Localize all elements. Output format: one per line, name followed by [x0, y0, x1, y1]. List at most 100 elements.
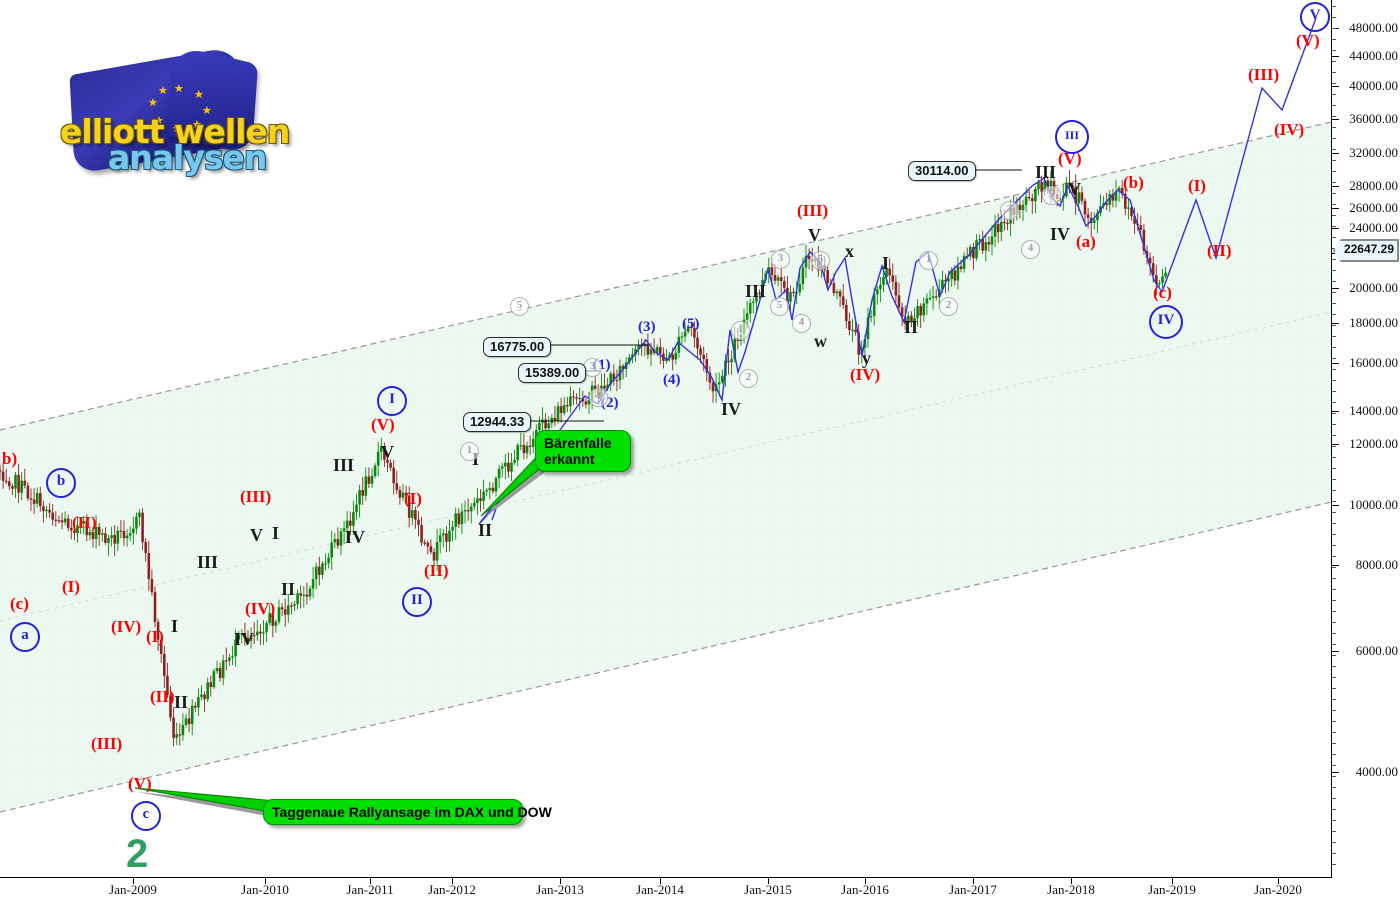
- wave-label-circled-blue: I: [377, 386, 407, 416]
- candle-body: [469, 506, 473, 512]
- candle-body: [57, 520, 61, 522]
- candle-body: [373, 465, 377, 476]
- date-axis-tick: [768, 878, 769, 884]
- wave-label-circled-gray: 4: [1021, 240, 1040, 259]
- wave-label-red: (IV): [1274, 120, 1305, 139]
- count-marker-2: 2: [126, 832, 149, 876]
- candle-body: [993, 223, 997, 237]
- candle-body: [907, 315, 910, 324]
- wave-label-circled-gray: 3: [1000, 201, 1019, 220]
- date-axis-tick-label: Jan-2016: [841, 882, 889, 897]
- candle-body: [609, 373, 612, 385]
- wave-label-black: I: [272, 523, 280, 543]
- price-axis[interactable]: 48000.00 44000.00 40000.00 36000.00 32000.00…: [1331, 0, 1400, 878]
- candle-body: [190, 705, 194, 725]
- date-axis-tick: [1278, 878, 1279, 884]
- price-axis-minor-tick: [1332, 248, 1336, 249]
- candle-body: [228, 657, 231, 661]
- candle-body: [531, 438, 535, 447]
- price-axis-minor-tick: [1332, 281, 1336, 282]
- candle-body: [848, 320, 851, 331]
- price-axis-minor-tick: [1332, 501, 1336, 502]
- price-axis-minor-tick: [1332, 347, 1336, 348]
- price-axis-minor-tick: [1332, 105, 1336, 106]
- price-axis-minor-tick: [1332, 842, 1336, 843]
- date-axis[interactable]: Jan-2009 Jan-2010 Jan-2011 Jan-2012 Jan-2013…: [0, 877, 1332, 900]
- price-axis-tick: [1332, 411, 1339, 412]
- candle-body: [411, 510, 414, 518]
- candle-body: [1124, 193, 1127, 209]
- candle-body: [891, 275, 895, 282]
- wave-label-circled-gray: 5: [770, 297, 789, 316]
- price-callout-box: 30114.00: [908, 161, 976, 181]
- price-axis-minor-tick: [1332, 545, 1336, 546]
- candle-body: [200, 694, 203, 698]
- candle-body: [1114, 191, 1118, 201]
- date-axis-tick-label: Jan-2009: [109, 882, 157, 897]
- candle-body: [615, 380, 619, 382]
- candle-body: [4, 480, 8, 483]
- wave-label-black: II: [281, 579, 296, 599]
- price-axis-minor-tick: [1332, 666, 1336, 667]
- candle-body: [194, 705, 197, 708]
- candle-body: [584, 401, 588, 405]
- candle-body: [773, 274, 777, 281]
- candle-body: [283, 609, 287, 615]
- price-axis-tick-label: 48000.00: [1349, 20, 1398, 35]
- price-axis-minor-tick: [1332, 457, 1336, 458]
- candle-body: [1108, 194, 1112, 205]
- wave-label-circled-gray: 4: [792, 314, 811, 333]
- price-axis-minor-tick: [1332, 171, 1336, 172]
- candle-body: [978, 239, 981, 241]
- candle-body: [910, 315, 913, 323]
- candle-body: [941, 279, 944, 290]
- candle-body: [463, 510, 467, 512]
- price-axis-minor-tick: [1332, 424, 1336, 425]
- candle-body: [544, 419, 547, 429]
- candle-body: [1068, 182, 1071, 186]
- candle-body: [944, 279, 947, 282]
- price-axis-minor-tick: [1332, 116, 1336, 117]
- candle-body: [1151, 263, 1155, 276]
- date-axis-tick-label: Jan-2019: [1148, 882, 1196, 897]
- candle-body: [717, 382, 721, 385]
- price-axis-minor-tick: [1332, 226, 1336, 227]
- wave-label-circled-blue: c: [131, 801, 161, 831]
- candle-body: [919, 306, 922, 316]
- wave-label-black: IV: [721, 399, 742, 419]
- price-axis-minor-tick: [1332, 369, 1336, 370]
- candle-body: [339, 531, 343, 546]
- candle-body: [1024, 196, 1028, 205]
- price-axis-tick-label: 18000.00: [1349, 315, 1398, 330]
- candle-body: [101, 533, 104, 535]
- candle-body: [138, 512, 141, 517]
- candle-body: [981, 239, 984, 251]
- candle-body: [528, 445, 532, 447]
- candle-body: [693, 327, 696, 338]
- wave-label-circled-gray: 5: [811, 251, 830, 270]
- wave-label-red: (I): [146, 627, 164, 646]
- wave-label-red: (II): [72, 513, 97, 532]
- wave-label-red: (III): [91, 734, 123, 753]
- candle-body: [566, 405, 569, 407]
- price-axis-minor-tick: [1332, 336, 1336, 337]
- candle-body: [690, 326, 693, 328]
- candle-body: [984, 242, 988, 251]
- price-axis-minor-tick: [1332, 413, 1336, 414]
- candle-body: [448, 530, 451, 542]
- candle-body: [51, 512, 54, 520]
- candle-body: [54, 519, 58, 521]
- wave-label-red: (b): [1123, 173, 1144, 192]
- candle-body: [1043, 180, 1046, 192]
- candle-body: [445, 533, 448, 542]
- candle-body: [1018, 204, 1022, 210]
- price-axis-minor-tick: [1332, 292, 1336, 293]
- candle-body: [466, 510, 470, 512]
- wave-label-circled-gray: 1: [460, 442, 479, 461]
- price-axis-tick: [1332, 288, 1339, 289]
- wave-label-red: (a): [1076, 232, 1096, 251]
- candle-body: [324, 563, 327, 565]
- candle-body: [699, 348, 702, 355]
- wave-label-black: w: [814, 331, 827, 351]
- candle-body: [872, 294, 876, 316]
